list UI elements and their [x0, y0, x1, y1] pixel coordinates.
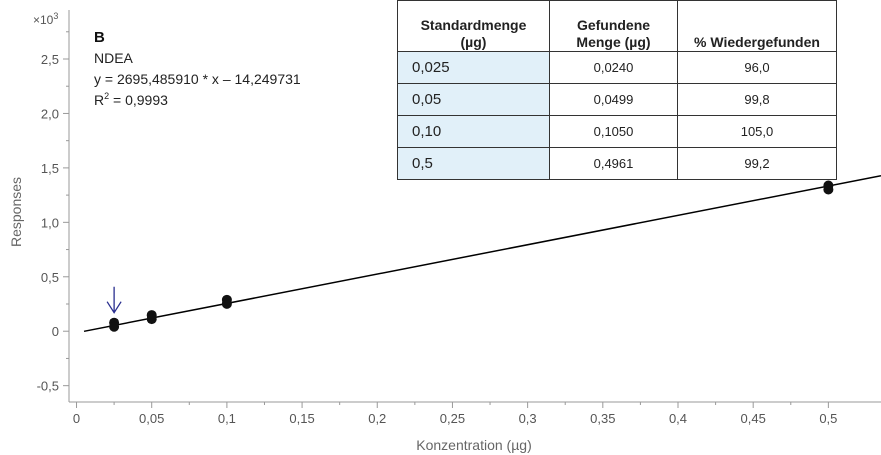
y-tick-label: 1,5	[41, 161, 59, 176]
cell-gefundene-menge: 0,0240	[549, 51, 678, 84]
axes: 0 0,05 0,1 0,15 0,2 0,25 0,3 0,35 0,4 0,45 0,5 -0,5…	[37, 10, 881, 426]
data-point-replicate	[146, 314, 157, 325]
table-row: 0,05 0,0499 99,8	[397, 83, 837, 116]
header-standardmenge-line1: Standardmenge	[420, 17, 527, 33]
regression-line	[83, 175, 881, 333]
annotation-arrow	[106, 286, 122, 314]
y-tick-label: 2,5	[41, 52, 59, 67]
x-tick-label: 0,3	[519, 411, 537, 426]
x-tick-label: 0,05	[139, 411, 164, 426]
table-header-row: Standardmenge (µg) Gefundene Menge (µg) % …	[397, 0, 837, 52]
x-tick-label: 0,4	[669, 411, 687, 426]
data-point-replicate	[109, 321, 120, 332]
y-tick-label: 0	[52, 324, 59, 339]
header-gefundene-menge: Gefundene Menge (µg)	[549, 0, 678, 52]
cell-standardmenge: 0,05	[397, 83, 550, 116]
x-tick-label: 0,25	[440, 411, 465, 426]
x-tick-label: 0,5	[819, 411, 837, 426]
cell-gefundene-menge: 0,0499	[549, 83, 678, 116]
cell-wiedergefunden: 99,8	[677, 83, 837, 116]
y-axis-title: Responses	[8, 177, 24, 247]
recovery-table: Standardmenge (µg) Gefundene Menge (µg) % …	[397, 0, 837, 180]
y-tick-label: 0,5	[41, 270, 59, 285]
marks	[83, 175, 881, 333]
y-tick-label: -0,5	[37, 379, 59, 394]
y-tick-label: 1,0	[41, 215, 59, 230]
cell-standardmenge: 0,5	[397, 147, 550, 180]
y-multiplier: ×103	[33, 11, 58, 27]
cell-wiedergefunden: 96,0	[677, 51, 837, 84]
x-tick-label: 0,15	[289, 411, 314, 426]
table-row: 0,5 0,4961 99,2	[397, 147, 837, 180]
r-squared: R2 = 0,9993	[94, 91, 168, 108]
header-wiedergefunden: % Wiedergefunden	[677, 0, 837, 52]
cell-wiedergefunden: 99,2	[677, 147, 837, 180]
panel-label: B	[94, 29, 105, 46]
table-row: 0,10 0,1050 105,0	[397, 115, 837, 148]
header-standardmenge: Standardmenge (µg)	[397, 0, 550, 52]
x-axis-title: Konzentration (µg)	[416, 437, 531, 453]
x-tick-label: 0,1	[218, 411, 236, 426]
labels: ×103 B NDEA y = 2695,485910 * x – 14,249…	[8, 11, 532, 453]
regression-equation: y = 2695,485910 * x – 14,249731	[94, 71, 301, 87]
header-gefundene-line1: Gefundene	[576, 17, 651, 33]
header-standardmenge-line2: (µg)	[460, 34, 487, 50]
cell-standardmenge: 0,025	[397, 51, 550, 84]
header-gefundene-line2: Menge (µg)	[576, 34, 651, 50]
compound-label: NDEA	[94, 50, 134, 66]
x-tick-label: 0,2	[368, 411, 386, 426]
cell-gefundene-menge: 0,1050	[549, 115, 678, 148]
cell-gefundene-menge: 0,4961	[549, 147, 678, 180]
data-point-replicate	[823, 184, 834, 195]
x-tick-label: 0,35	[590, 411, 615, 426]
cell-wiedergefunden: 105,0	[677, 115, 837, 148]
data-point-replicate	[221, 298, 232, 309]
cell-standardmenge: 0,10	[397, 115, 550, 148]
y-tick-label: 2,0	[41, 106, 59, 121]
x-tick-label: 0	[73, 411, 80, 426]
x-tick-label: 0,45	[741, 411, 766, 426]
table-row: 0,025 0,0240 96,0	[397, 51, 837, 84]
